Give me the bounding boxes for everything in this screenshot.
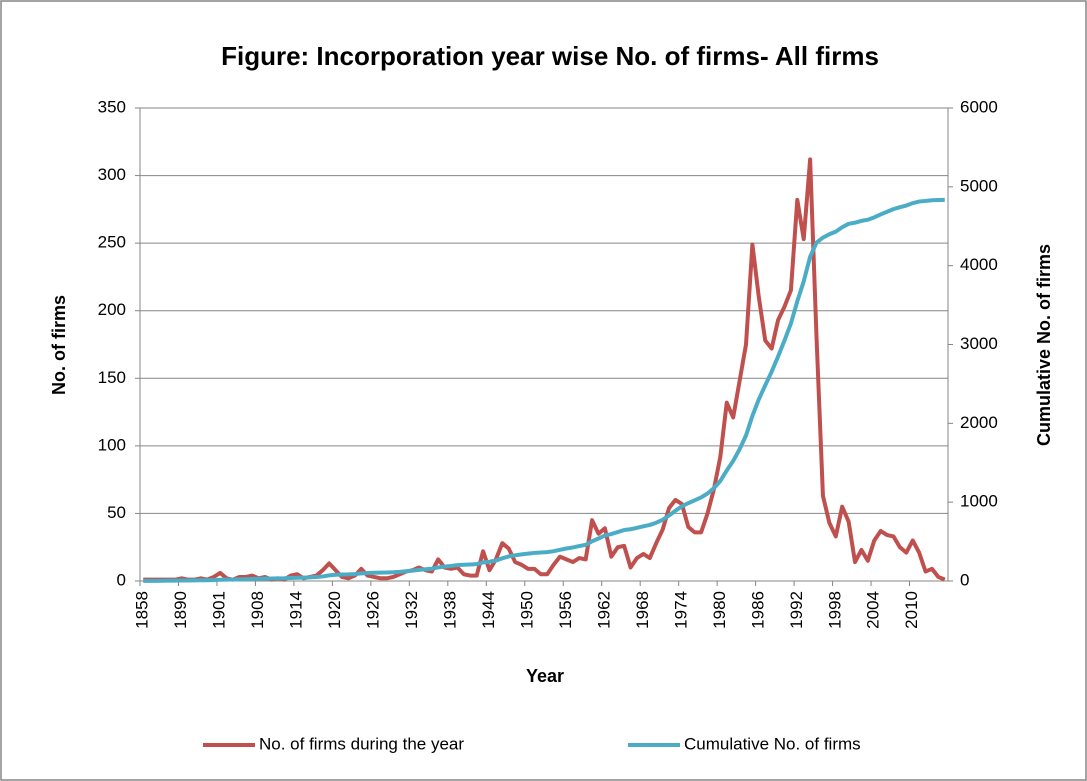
x-tick-label: 1968 (633, 591, 652, 629)
y2-tick-label: 5000 (960, 176, 998, 195)
x-tick-label: 1926 (364, 591, 383, 629)
y-tick-label: 50 (107, 503, 126, 522)
x-tick-label: 1962 (594, 591, 613, 629)
y-tick-label: 0 (117, 570, 126, 589)
x-tick-label: 1980 (710, 591, 729, 629)
x-tick-label: 1974 (671, 591, 690, 629)
x-tick-label: 2010 (902, 591, 921, 629)
y-tick-label: 250 (98, 233, 126, 252)
x-tick-label: 1890 (171, 591, 190, 629)
y-tick-label: 100 (98, 435, 126, 454)
x-tick-label: 1932 (402, 591, 421, 629)
y-tick-label: 300 (98, 165, 126, 184)
x-tick-label: 1998 (825, 591, 844, 629)
y-axis-title: No. of firms (49, 295, 69, 395)
x-tick-label: 1992 (787, 591, 806, 629)
x-tick-label: 1914 (287, 591, 306, 629)
x-tick-label: 2004 (864, 591, 883, 629)
y2-tick-label: 6000 (960, 97, 998, 116)
x-tick-label: 1938 (441, 591, 460, 629)
x-tick-label: 1901 (210, 591, 229, 629)
y2-tick-label: 1000 (960, 492, 998, 511)
x-tick-label: 1944 (479, 591, 498, 629)
y2-tick-label: 2000 (960, 413, 998, 432)
y2-axis-title: Cumulative No. of firms (1034, 244, 1054, 446)
x-tick-label: 1956 (556, 591, 575, 629)
x-tick-label: 1950 (517, 591, 536, 629)
x-tick-label: 1858 (133, 591, 152, 629)
x-tick-label: 1908 (248, 591, 267, 629)
x-tick-label: 1986 (748, 591, 767, 629)
x-axis-title: Year (526, 666, 564, 686)
x-tick-label: 1920 (325, 591, 344, 629)
legend-label: Cumulative No. of firms (684, 734, 861, 753)
y2-tick-label: 4000 (960, 255, 998, 274)
y-tick-label: 200 (98, 300, 126, 319)
series-line (143, 197, 945, 583)
y-tick-label: 150 (98, 368, 126, 387)
legend-label: No. of firms during the year (259, 734, 464, 753)
chart-title: Figure: Incorporation year wise No. of f… (221, 41, 879, 71)
y2-tick-label: 3000 (960, 334, 998, 353)
y-tick-label: 350 (98, 97, 126, 116)
y2-tick-label: 0 (960, 570, 969, 589)
